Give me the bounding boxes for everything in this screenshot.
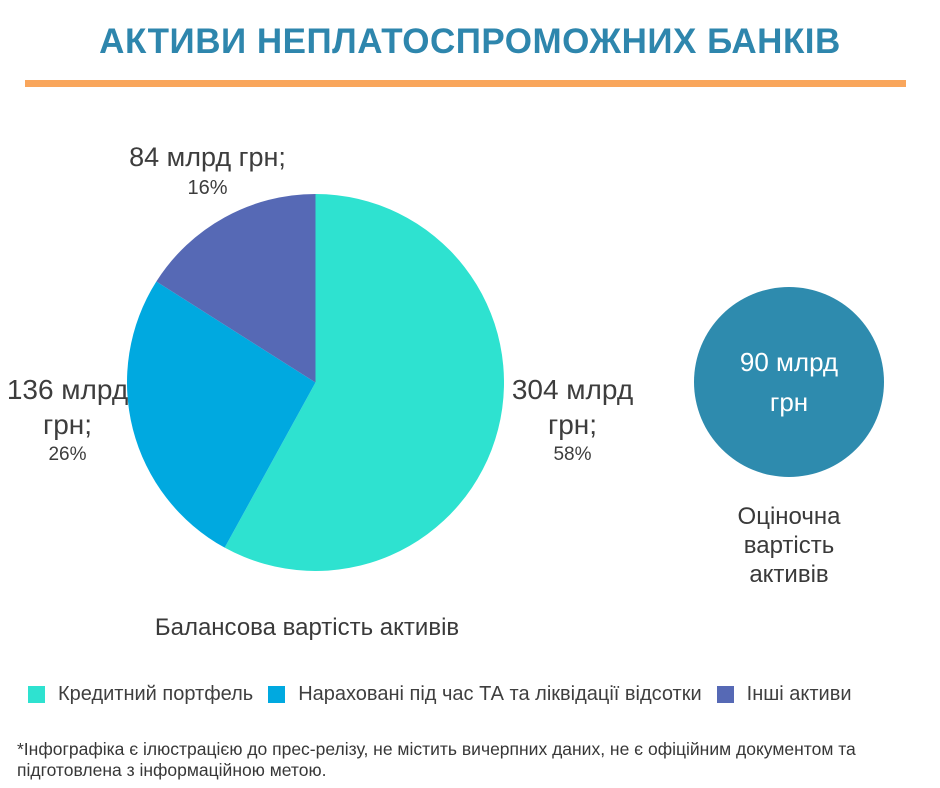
legend-item-credit-portfolio: Кредитний портфель [28, 683, 253, 706]
callout-value-line1: 304 млрд [511, 374, 634, 405]
legend-label: Інші активи [746, 682, 852, 705]
title-divider [25, 80, 906, 87]
legend-item-other-assets: Інші активи [716, 682, 852, 706]
callout-value-line2: грн; [42, 409, 93, 440]
callout-percent: 58% [553, 444, 592, 465]
pie-slice-0 [224, 194, 504, 571]
circle-value-line1: 90 млрд [739, 347, 839, 377]
circle-caption-line2: вартість [743, 532, 835, 559]
callout-credit-portfolio: 304 млрд грн; 58% [505, 372, 640, 468]
chart-legend: Кредитний портфель Нараховані під час ТА… [28, 681, 923, 707]
callout-value-line1: 136 млрд [6, 374, 129, 405]
circle-value-line2: грн [769, 387, 809, 417]
estimated-value-circle: 90 млрд грн [694, 287, 884, 477]
legend-label: Кредитний портфель [58, 682, 254, 705]
legend-swatch-other-assets [716, 685, 734, 703]
callout-value: 84 млрд грн; [129, 142, 286, 172]
legend-swatch-credit-portfolio [28, 685, 45, 703]
pie-chart [127, 194, 504, 571]
callout-other-assets: 84 млрд грн; 16% [110, 140, 305, 201]
circle-caption-line1: Оціночна [737, 503, 841, 530]
pie-slice-1 [127, 281, 316, 548]
circle-caption: Оціночна вартість активів [689, 502, 889, 589]
legend-swatch-accrued-interest [268, 685, 286, 703]
callout-accrued-interest: 136 млрд грн; 26% [0, 372, 135, 468]
callout-value-line2: грн; [547, 409, 598, 440]
pie-slice-2 [156, 194, 316, 383]
legend-label: Нараховані під час ТА та ліквідації відс… [298, 682, 702, 705]
circle-caption-line3: активів [749, 561, 829, 588]
callout-percent: 16% [187, 177, 228, 199]
page-title: АКТИВИ НЕПЛАТОСПРОМОЖНИХ БАНКІВ [99, 22, 841, 61]
legend-item-accrued-interest: Нараховані під час ТА та ліквідації відс… [268, 682, 702, 706]
pie-caption: Балансова вартість активів [154, 614, 460, 641]
footnote: *Інфографіка є ілюстрацією до прес-реліз… [17, 739, 856, 780]
callout-percent: 26% [48, 444, 87, 465]
